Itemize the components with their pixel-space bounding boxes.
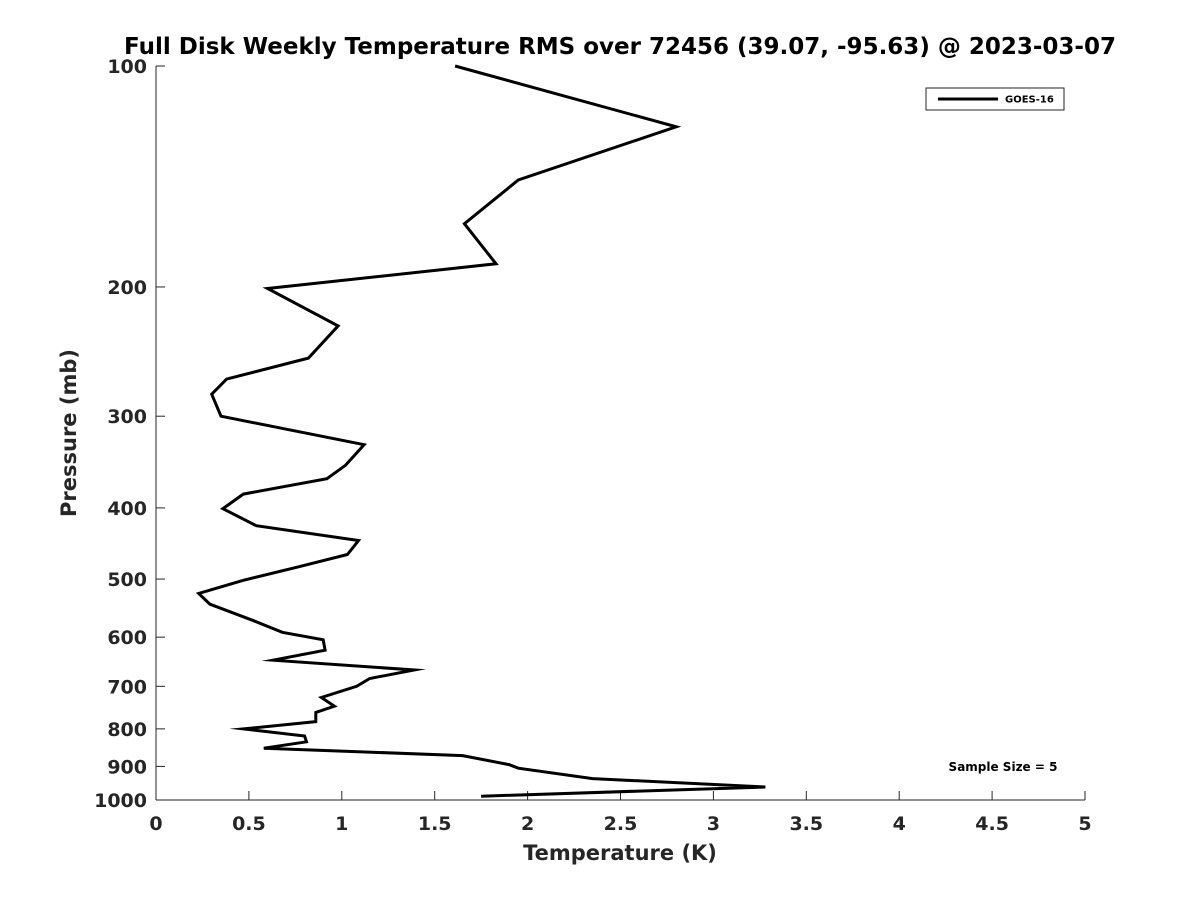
x-tick-label: 0 <box>149 813 162 835</box>
series-group <box>195 64 766 798</box>
y-tick-label: 600 <box>107 627 147 649</box>
sample-size-annotation: Sample Size = 5 <box>949 760 1058 774</box>
y-tick-label: 300 <box>107 406 147 428</box>
y-tick-label: 100 <box>107 56 147 78</box>
legend: GOES-16 <box>925 87 1065 111</box>
legend-label: GOES-16 <box>1005 95 1054 106</box>
y-tick-label: 400 <box>107 498 147 520</box>
chart-title: Full Disk Weekly Temperature RMS over 72… <box>124 34 1116 60</box>
x-tick-label: 1 <box>335 813 348 835</box>
y-axis-ticks: 100 200 300 400 500 600 700 800 900 1000 <box>94 56 165 812</box>
y-tick-label: 1000 <box>94 790 147 812</box>
x-tick-label: 5 <box>1078 813 1091 835</box>
x-tick-label: 4 <box>893 813 906 835</box>
x-tick-label: 2 <box>521 813 534 835</box>
x-tick-label: 1.5 <box>418 813 452 835</box>
x-axis-title: Temperature (K) <box>523 841 717 865</box>
x-tick-label: 0.5 <box>232 813 266 835</box>
x-tick-label: 3 <box>707 813 720 835</box>
y-tick-label: 800 <box>107 719 147 741</box>
y-tick-label: 500 <box>107 569 147 591</box>
x-tick-label: 3.5 <box>789 813 823 835</box>
series-line <box>195 64 766 798</box>
x-axis-ticks: 0 0.5 1 1.5 2 2.5 3 3.5 4 4.5 5 <box>149 791 1092 835</box>
x-tick-label: 2.5 <box>604 813 638 835</box>
x-tick-label: 4.5 <box>975 813 1009 835</box>
y-tick-label: 700 <box>107 676 147 698</box>
y-tick-label: 900 <box>107 756 147 778</box>
y-tick-label: 200 <box>107 277 147 299</box>
y-axis-title: Pressure (mb) <box>57 349 81 517</box>
